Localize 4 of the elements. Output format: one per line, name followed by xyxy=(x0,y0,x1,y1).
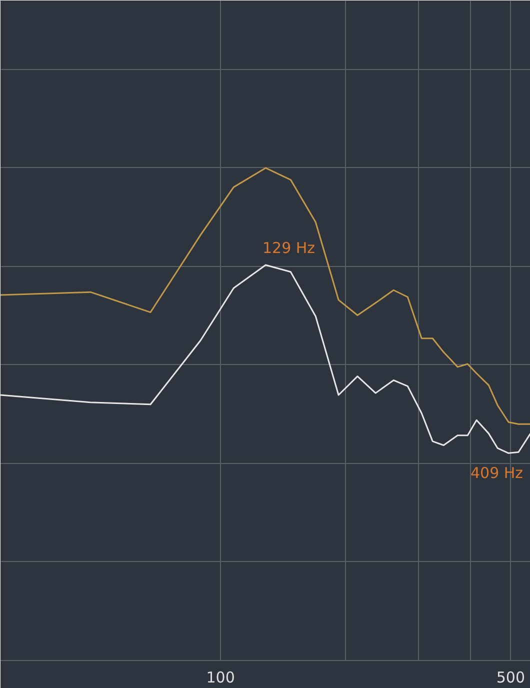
x-tick-label: 500 xyxy=(496,668,526,686)
x-tick-label: 100 xyxy=(206,668,235,686)
annotation: 129 Hz xyxy=(262,238,316,257)
annotation: 409 Hz xyxy=(470,464,524,482)
